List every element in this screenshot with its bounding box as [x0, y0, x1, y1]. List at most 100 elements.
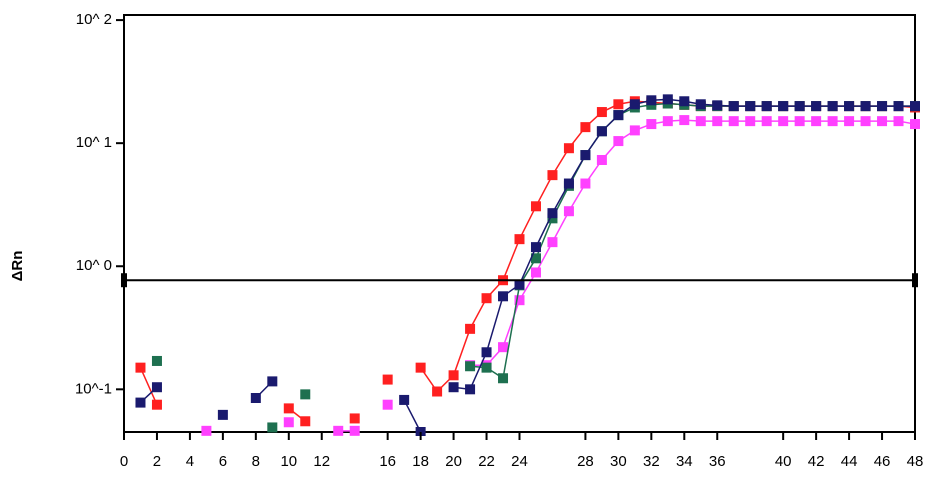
y-tick-label: 10^ 1	[76, 134, 112, 151]
point	[893, 101, 904, 112]
point	[811, 101, 822, 112]
series-line	[469, 102, 915, 380]
point	[844, 116, 855, 127]
point	[135, 362, 146, 373]
point	[662, 94, 673, 105]
point	[563, 206, 574, 217]
point	[250, 393, 261, 404]
point	[547, 170, 558, 181]
point	[151, 382, 162, 393]
x-tick-label: 36	[709, 453, 726, 470]
x-tick-label: 44	[841, 453, 858, 470]
point	[613, 99, 624, 110]
x-tick-label: 8	[252, 453, 260, 470]
point	[580, 178, 591, 189]
point	[613, 136, 624, 147]
point	[695, 99, 706, 110]
point	[778, 116, 789, 127]
point	[580, 150, 591, 161]
point	[465, 384, 476, 395]
point	[135, 397, 146, 408]
point	[448, 382, 459, 393]
point	[679, 115, 690, 126]
point	[481, 362, 492, 373]
point	[530, 253, 541, 264]
point	[349, 413, 360, 424]
point	[349, 425, 360, 436]
point	[563, 178, 574, 189]
point	[860, 101, 871, 112]
point	[646, 95, 657, 106]
point	[530, 242, 541, 253]
point	[778, 101, 789, 112]
point	[481, 347, 492, 358]
x-tick-label: 12	[313, 453, 330, 470]
point	[283, 417, 294, 428]
point	[333, 425, 344, 436]
point	[662, 116, 673, 127]
series-line	[139, 100, 916, 422]
point	[679, 96, 690, 107]
x-tick-label: 32	[643, 453, 660, 470]
point	[547, 208, 558, 219]
x-tick-label: 34	[676, 453, 693, 470]
x-tick-label: 2	[153, 453, 161, 470]
point	[481, 293, 492, 304]
point	[910, 119, 920, 130]
point	[794, 101, 805, 112]
point	[761, 116, 772, 127]
point	[514, 234, 525, 245]
point	[399, 394, 410, 405]
point	[498, 342, 509, 353]
point	[827, 101, 838, 112]
plot-area	[135, 94, 920, 436]
point	[877, 101, 888, 112]
x-tick-label: 42	[808, 453, 825, 470]
point	[596, 107, 607, 118]
x-tick-label: 48	[907, 453, 924, 470]
point	[267, 422, 278, 433]
point	[547, 213, 558, 224]
point	[745, 101, 756, 112]
x-tick-label: 22	[478, 453, 495, 470]
point	[596, 126, 607, 137]
x-tick-label: 46	[874, 453, 891, 470]
y-tick-label: 10^-1	[75, 380, 112, 397]
point	[382, 399, 393, 410]
x-tick-label: 20	[445, 453, 462, 470]
point	[201, 425, 212, 436]
point	[267, 376, 278, 387]
point	[382, 374, 393, 385]
point	[613, 110, 624, 121]
point	[877, 116, 888, 127]
x-tick-label: 10	[280, 453, 297, 470]
point	[448, 370, 459, 381]
point	[514, 295, 525, 306]
point	[530, 201, 541, 212]
point	[728, 101, 739, 112]
x-tick-label: 24	[511, 453, 528, 470]
point	[827, 116, 838, 127]
x-tick-label: 6	[219, 453, 227, 470]
plot-frame	[123, 14, 916, 433]
point	[794, 116, 805, 127]
point	[498, 291, 509, 302]
point	[761, 101, 772, 112]
point	[596, 154, 607, 165]
point	[893, 116, 904, 127]
point	[415, 362, 426, 373]
series-line	[338, 119, 916, 432]
point	[646, 119, 657, 130]
x-tick-label: 40	[775, 453, 792, 470]
point	[728, 116, 739, 127]
x-tick-label: 0	[120, 453, 128, 470]
point	[432, 386, 443, 397]
y-tick-label: 10^ 2	[76, 11, 112, 28]
x-tick-label: 28	[577, 453, 594, 470]
y-tick-label: 10^ 0	[76, 257, 112, 274]
point	[300, 416, 311, 427]
x-tick-label: 16	[379, 453, 396, 470]
x-tick-label: 4	[186, 453, 194, 470]
point	[745, 116, 756, 127]
